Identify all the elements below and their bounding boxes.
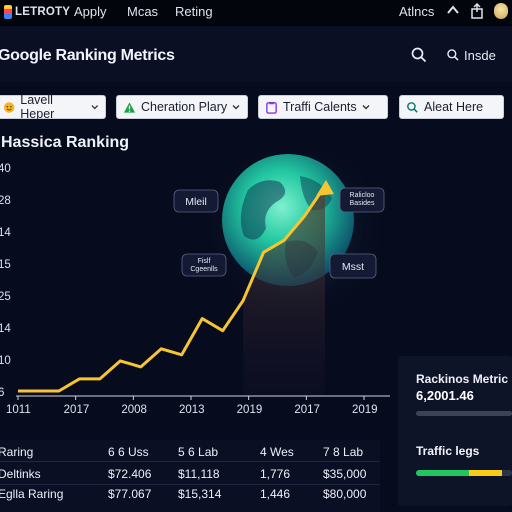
search-icon (446, 48, 460, 62)
chevron-up-icon[interactable] (446, 3, 460, 17)
user-avatar[interactable] (494, 3, 508, 19)
x-tick-label: 1011 (6, 404, 31, 416)
table-divider (0, 461, 380, 462)
annotation-label: Msst (342, 261, 364, 273)
x-tick-label: 2019 (237, 404, 263, 416)
table-cell: $35,000 (323, 467, 366, 481)
filter-chip-label: Lavell Heper (20, 93, 86, 121)
inside-search-button[interactable]: Insde (446, 46, 496, 64)
filter-chip-label: Aleat Here (424, 100, 483, 114)
table-header-cell: 4 Wes (260, 445, 294, 459)
x-tick-label: 2017 (294, 404, 320, 416)
menu-right-text[interactable]: Atlncs (399, 4, 434, 19)
metrics-table: Raring 6 6 Uss 5 6 Lab 4 Wes 7 8 Lab Del… (0, 440, 380, 512)
traffic-green-fill (416, 470, 469, 476)
table-cell: Deltinks (0, 467, 41, 481)
menu-item-apply[interactable]: Apply (74, 4, 107, 19)
y-axis: 40 28 14 15 25 14 10 6 (0, 163, 11, 399)
y-tick-label: 28 (0, 195, 11, 207)
table-cell: $77.067 (108, 487, 151, 501)
brand-name: LETROTY (15, 6, 70, 18)
table-cell: $72.406 (108, 467, 151, 481)
filter-chip-label: Traffi Calents (283, 100, 357, 114)
inside-search-label: Insde (464, 48, 496, 63)
x-tick-label: 2019 (352, 404, 378, 416)
table-cell: $11,118 (178, 467, 220, 481)
traffic-yellow-fill (469, 470, 503, 476)
y-tick-label: 6 (0, 387, 4, 399)
table-cell: Eglla Raring (0, 487, 63, 501)
filter-chip-aleat[interactable]: Aleat Here (399, 95, 504, 119)
chevron-down-icon (91, 103, 99, 111)
brand-logo-icon (4, 5, 12, 19)
table-header-cell: 6 6 Uss (108, 445, 149, 459)
y-tick-label: 14 (0, 323, 11, 335)
table-cell: $80,000 (323, 487, 366, 501)
annotation-label: Mleil (185, 196, 207, 208)
share-icon[interactable] (470, 3, 484, 19)
chevron-down-icon (362, 103, 370, 111)
warning-icon (123, 101, 136, 114)
x-tick-label: 2017 (64, 404, 90, 416)
brand[interactable]: LETROTY (4, 5, 70, 19)
annotation-label: Cgeenlls (190, 266, 218, 273)
ranking-chart: 40 28 14 15 25 14 10 6 1011 2017 2008 2013 2019 2017… (0, 150, 400, 418)
chevron-down-icon (232, 103, 240, 111)
table-cell: 1,446 (260, 487, 290, 501)
menu-item-mcas[interactable]: Mcas (127, 4, 158, 19)
y-tick-label: 14 (0, 227, 11, 239)
menu-item-reting[interactable]: Reting (175, 4, 213, 19)
annotation-label: Ralicloo (350, 192, 375, 199)
filter-chip-label: Cheration Plary (141, 100, 227, 114)
ranking-metric-label: Rackinos Metric (416, 372, 508, 386)
annotation-label: Basides (350, 200, 375, 207)
filter-chip-lavell[interactable]: Lavell Heper (0, 95, 106, 119)
search-icon (406, 101, 419, 114)
search-icon[interactable] (410, 46, 428, 64)
table-header-cell: 5 6 Lab (178, 445, 218, 459)
filter-chip-traffi[interactable]: Traffi Calents (258, 95, 388, 119)
annotation-label: Fislf (198, 258, 211, 265)
menu-bar: LETROTY Apply Mcas Reting Atlncs (0, 0, 512, 26)
table-divider (0, 484, 380, 485)
filter-chip-cheration[interactable]: Cheration Plary (116, 95, 248, 119)
ranking-metric-bar (416, 411, 512, 416)
x-tick-label: 2013 (179, 404, 205, 416)
ranking-metric-value: 6,2001.46 (416, 388, 474, 403)
table-header-cell: Raring (0, 445, 33, 459)
table-cell: 1,776 (260, 467, 290, 481)
traffic-legs-bar (416, 470, 512, 476)
x-tick-label: 2008 (121, 404, 147, 416)
y-tick-label: 40 (0, 163, 11, 175)
clipboard-icon (265, 101, 278, 114)
y-tick-label: 25 (0, 291, 11, 303)
page-title: Google Ranking Metrics (0, 47, 175, 65)
y-tick-label: 10 (0, 355, 11, 367)
y-tick-label: 15 (0, 259, 11, 271)
traffic-legs-label: Traffic legs (416, 444, 479, 458)
table-header-cell: 7 8 Lab (323, 445, 363, 459)
face-icon (3, 101, 15, 114)
x-axis: 1011 2017 2008 2013 2019 2017 2019 (6, 396, 390, 416)
table-cell: $15,314 (178, 487, 221, 501)
